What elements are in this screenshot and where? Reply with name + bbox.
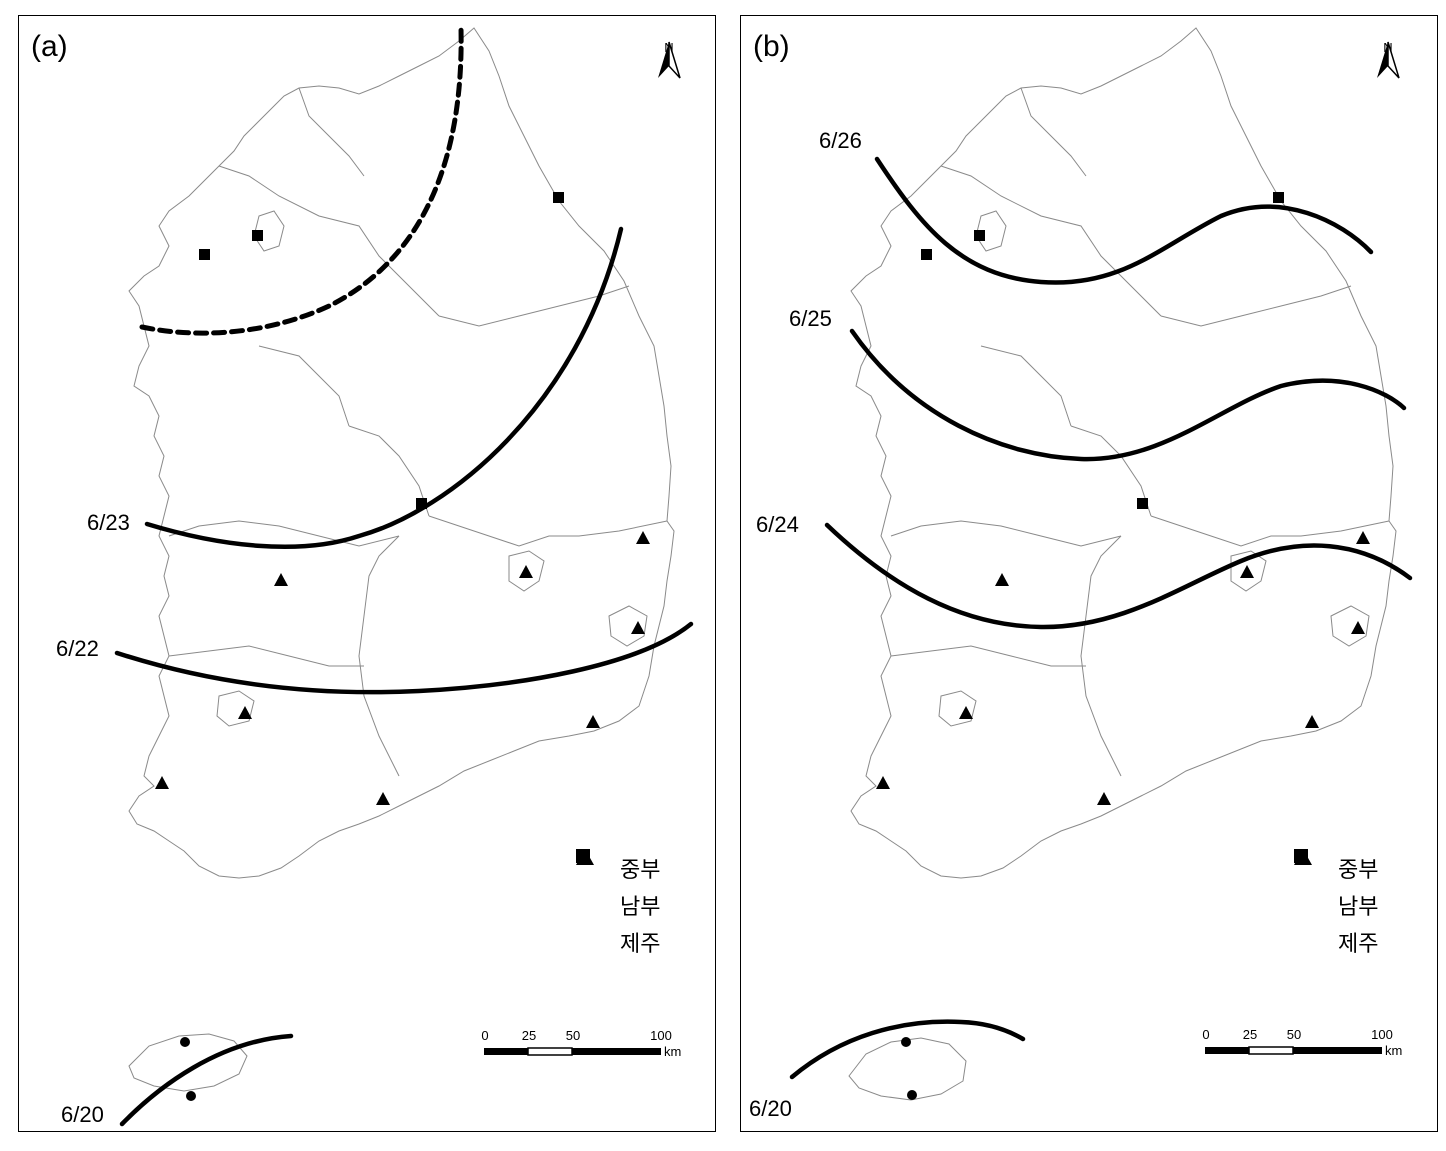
scale-unit: km (664, 1044, 682, 1059)
legend-item: 남부 (576, 849, 661, 923)
legend: 중부 남부 제주 (576, 849, 660, 960)
circle-icon (576, 849, 598, 953)
isochrone-6-26 (874, 156, 1374, 285)
scale-unit: km (1385, 1043, 1403, 1058)
isochrone-6-24 (824, 522, 1413, 630)
station-central (1137, 498, 1148, 509)
isochrone-label: 6/20 (61, 1102, 104, 1127)
station-jeju (186, 1091, 196, 1101)
panel-label: (a) (31, 30, 68, 63)
legend-label: 제주 (620, 930, 661, 956)
scale-tick: 0 (1202, 1027, 1210, 1042)
isochrone-6-22 (114, 621, 694, 695)
station-southern (636, 531, 650, 544)
korea-outline (128, 27, 675, 879)
map-panel-a: (a) N 6/23 6/22 6/20 중부 남부 제주 0 25 50 10… (18, 15, 716, 1132)
station-southern (631, 621, 645, 634)
scale-tick: 0 (481, 1028, 489, 1043)
legend-item: 제주 (576, 849, 661, 960)
station-central (921, 249, 932, 260)
station-southern (876, 776, 890, 789)
isochrone-label: 6/26 (819, 128, 862, 153)
jeju-island (128, 1033, 248, 1092)
station-central (974, 230, 985, 241)
legend-item: 제주 (1294, 849, 1379, 960)
station-southern (1305, 715, 1319, 728)
map-canvas-a (114, 25, 694, 1127)
isochrone-lines (789, 156, 1413, 1080)
legend-label: 중부 (620, 856, 661, 882)
scale-tick: 25 (1242, 1027, 1258, 1042)
station-southern (959, 706, 973, 719)
legend-label: 남부 (1338, 893, 1379, 919)
north-arrow: N (654, 40, 684, 79)
isochrone-lines (114, 25, 694, 1127)
isochrone-label: 6/22 (56, 636, 99, 661)
station-central (252, 230, 263, 241)
map-canvas-b (789, 27, 1413, 1101)
station-jeju (907, 1090, 917, 1100)
legend-label: 남부 (620, 893, 661, 919)
scale-bar: 0 25 50 100 km (481, 1028, 713, 1064)
north-arrow-icon (1377, 41, 1400, 79)
station-jeju (901, 1037, 911, 1047)
station-southern (1351, 621, 1365, 634)
station-southern (238, 706, 252, 719)
map-panel-b: (b) N 6/26 6/25 6/24 6/20 중부 남부 제주 0 25 … (740, 15, 1438, 1132)
station-southern (155, 776, 169, 789)
triangle-icon (1294, 849, 1316, 916)
isochrone-6-20 (789, 1019, 1026, 1080)
isochrone-label: 6/20 (749, 1096, 792, 1121)
isochrone-label: 6/24 (756, 512, 799, 537)
station-southern (995, 573, 1009, 586)
station-central (553, 192, 564, 203)
circle-icon (1294, 849, 1316, 953)
korea-outline (850, 27, 1397, 879)
scale-bar: 0 25 50 100 km (1202, 1027, 1434, 1063)
legend-label: 제주 (1338, 930, 1379, 956)
legend: 중부 남부 제주 (1294, 849, 1378, 960)
station-southern (274, 573, 288, 586)
isochrone-6-25 (849, 328, 1407, 462)
triangle-icon (576, 849, 598, 916)
scale-tick: 100 (650, 1028, 672, 1043)
station-southern (519, 565, 533, 578)
station-markers (155, 192, 650, 1101)
north-arrow: N (1373, 40, 1403, 79)
legend-item: 남부 (1294, 849, 1379, 923)
north-arrow-icon (658, 41, 681, 79)
isochrone-label: 6/25 (789, 306, 832, 331)
station-southern (1097, 792, 1111, 805)
station-central (1273, 192, 1284, 203)
station-southern (1356, 531, 1370, 544)
scale-tick: 50 (565, 1028, 581, 1043)
station-southern (1240, 565, 1254, 578)
legend-label: 중부 (1338, 856, 1379, 882)
station-central (199, 249, 210, 260)
isochrone-6-20 (119, 1033, 294, 1127)
scale-tick: 25 (521, 1028, 537, 1043)
station-markers (876, 192, 1370, 1100)
scale-bar-graphic (484, 1047, 661, 1056)
station-southern (586, 715, 600, 728)
panel-label: (b) (753, 30, 790, 63)
isochrone-label: 6/23 (87, 510, 130, 535)
station-jeju (180, 1037, 190, 1047)
scale-bar-graphic (1205, 1046, 1382, 1055)
station-central (416, 498, 427, 509)
station-southern (376, 792, 390, 805)
isochrone-dashed (139, 25, 464, 336)
scale-tick: 100 (1371, 1027, 1393, 1042)
jeju-island (848, 1037, 967, 1101)
isochrone-6-23 (144, 226, 624, 550)
scale-tick: 50 (1286, 1027, 1302, 1042)
